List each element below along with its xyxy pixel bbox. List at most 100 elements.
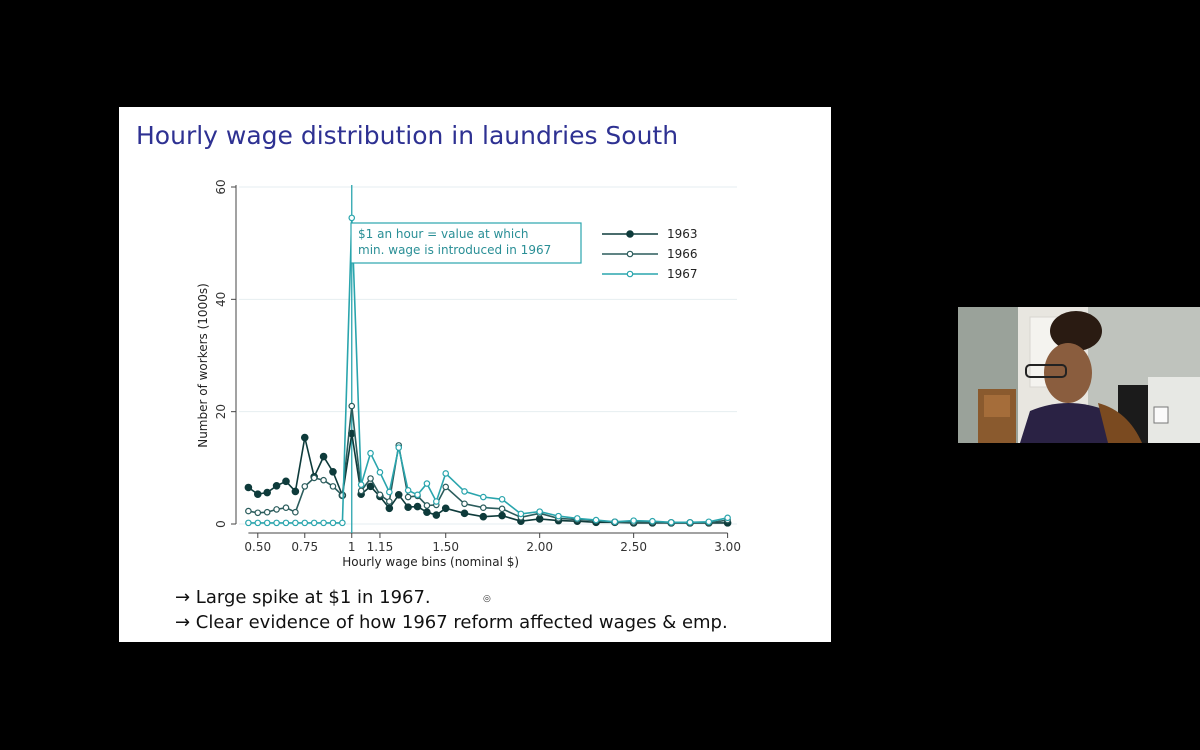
point-1966-19 <box>423 502 431 509</box>
point-1967-30 <box>611 518 619 526</box>
point-1967-24 <box>498 495 506 503</box>
point-1967-18 <box>414 491 421 499</box>
point-1966-17 <box>404 493 412 501</box>
point-1963-21 <box>441 504 450 513</box>
point-1963-0 <box>244 483 253 492</box>
point-1967-7 <box>310 519 318 527</box>
point-1966-15 <box>386 498 393 505</box>
point-1967-12 <box>357 481 365 488</box>
point-1963-1 <box>253 490 262 499</box>
point-1967-15 <box>386 488 393 496</box>
point-1966-5 <box>292 508 299 516</box>
point-1967-8 <box>320 519 327 527</box>
point-1966-13 <box>367 475 374 482</box>
point-1966-0 <box>245 507 252 515</box>
point-1967-35 <box>705 518 713 526</box>
series-line-1967 <box>248 217 728 524</box>
slide: Hourly wage distribution in laundries So… <box>119 107 831 642</box>
point-1967-22 <box>461 488 468 495</box>
x-tick-label-3: 1.15 <box>367 540 394 554</box>
point-1963-26 <box>535 515 544 523</box>
point-1966-10 <box>339 492 346 499</box>
point-1966-8 <box>320 476 327 484</box>
point-1966-7 <box>310 474 318 482</box>
point-1966-24 <box>498 505 506 513</box>
x-tick-label-4: 1.50 <box>432 540 459 554</box>
point-1967-17 <box>404 486 412 494</box>
annotation-line-1: min. wage is introduced in 1967 <box>358 243 551 257</box>
point-1966-21 <box>442 483 450 491</box>
point-1967-20 <box>433 498 440 505</box>
point-1967-21 <box>442 470 450 477</box>
point-1967-5 <box>292 519 299 527</box>
y-tick-label-3: 60 <box>214 179 228 194</box>
annotation-layer: $1 an hour = value at which min. wage is … <box>350 222 582 264</box>
point-1967-26 <box>536 508 543 515</box>
point-1966-22 <box>461 500 468 508</box>
point-1967-31 <box>630 517 637 524</box>
point-1963-9 <box>329 467 337 476</box>
point-1967-13 <box>367 449 374 457</box>
series-line-1963 <box>247 433 728 524</box>
point-1966-12 <box>357 487 365 495</box>
point-1966-6 <box>301 483 309 490</box>
point-1963-23 <box>479 512 488 521</box>
mouse-cursor-icon: ◎ <box>483 594 491 604</box>
point-1967-16 <box>395 444 403 451</box>
x-tick-label-6: 2.50 <box>620 540 647 554</box>
point-1967-2 <box>263 519 271 527</box>
x-tick-label-5: 2.00 <box>526 540 553 554</box>
point-1963-4 <box>282 477 290 486</box>
point-1963-15 <box>385 504 394 513</box>
point-1967-27 <box>555 512 562 520</box>
point-1963-8 <box>319 452 328 461</box>
point-1963-19 <box>423 508 431 517</box>
x-tick-label-2: 1 <box>348 540 356 554</box>
point-1967-11 <box>348 214 356 222</box>
slide-title: Hourly wage distribution in laundries So… <box>136 121 679 150</box>
point-1966-9 <box>329 483 337 490</box>
legend-layer: 1963 1966 1967 <box>602 227 698 281</box>
x-axis-label: Hourly wage bins (nominal $) <box>342 555 519 569</box>
point-1963-20 <box>432 511 441 519</box>
x-tick-label-0: 0.50 <box>244 540 271 554</box>
y-axis-label: Number of workers (1000s) <box>196 283 210 448</box>
speaker-video-image <box>958 307 1200 443</box>
wage-distribution-chart: 0 20 40 60 Number of workers (1000s) 0.50 0.75… <box>196 179 741 569</box>
annotation-box <box>350 222 582 264</box>
y-tick-label-1: 20 <box>214 404 228 419</box>
x-tick-label-1: 0.75 <box>291 540 318 554</box>
point-1963-5 <box>291 487 300 496</box>
point-1963-22 <box>460 509 469 518</box>
point-1963-3 <box>272 482 281 490</box>
speaker-video-thumbnail[interactable] <box>958 307 1200 443</box>
legend-label-1966: 1966 <box>667 247 698 261</box>
point-1966-4 <box>282 504 290 512</box>
point-1967-1 <box>254 519 262 527</box>
bullet-spike: → Large spike at $1 in 1967. <box>175 587 431 608</box>
point-1967-14 <box>376 469 384 476</box>
annotation-line-0: $1 an hour = value at which <box>358 227 528 241</box>
point-1963-2 <box>263 488 271 497</box>
point-1963-24 <box>498 511 506 520</box>
legend-marker-1967 <box>626 270 634 278</box>
y-tick-label-0: 0 <box>214 520 228 528</box>
point-1966-11 <box>348 402 356 410</box>
point-1967-23 <box>480 493 487 501</box>
legend-label-1963: 1963 <box>667 227 698 241</box>
point-1966-23 <box>480 504 487 512</box>
series-layer <box>244 214 732 527</box>
point-1967-36 <box>724 514 731 522</box>
point-1967-4 <box>282 519 290 527</box>
point-1967-28 <box>573 515 581 522</box>
point-1967-34 <box>686 519 694 526</box>
point-1967-32 <box>649 517 656 525</box>
axes-layer: 0 20 40 60 Number of workers (1000s) 0.50 0.75… <box>196 179 741 569</box>
point-1966-3 <box>273 506 280 513</box>
point-1963-17 <box>404 503 412 511</box>
point-1966-2 <box>263 508 271 516</box>
point-1967-9 <box>329 519 337 527</box>
point-1963-6 <box>300 433 309 442</box>
point-1967-33 <box>667 519 675 526</box>
point-1966-1 <box>254 509 262 517</box>
